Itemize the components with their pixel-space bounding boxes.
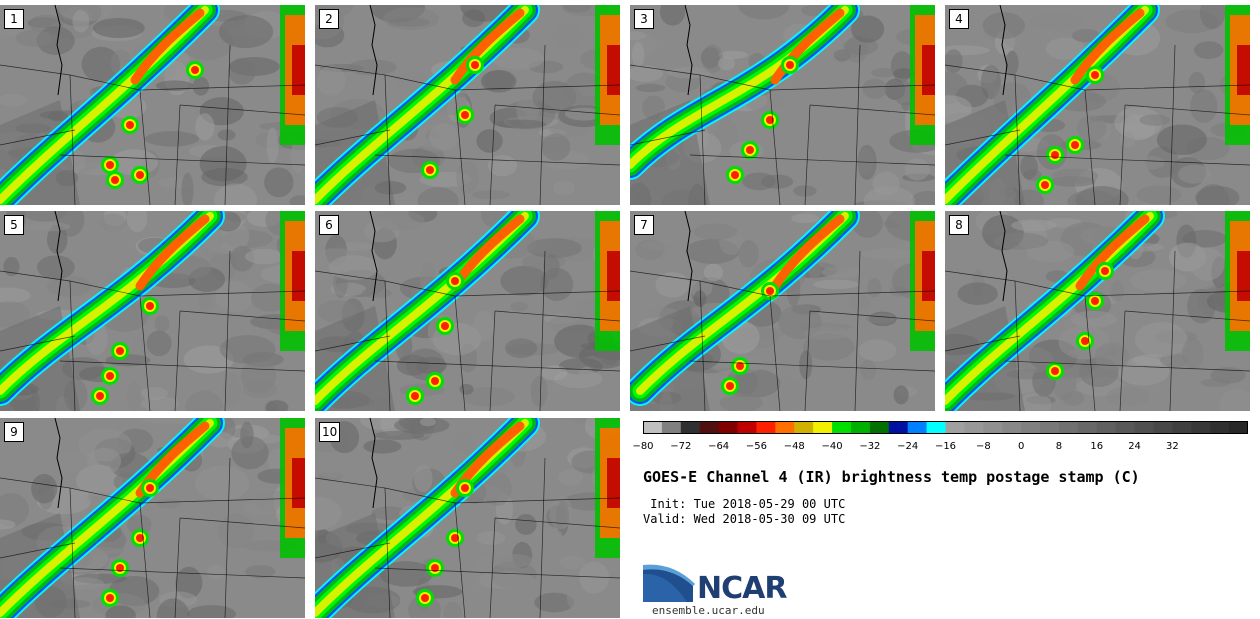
colorbar-segment [1040,421,1060,434]
member-number: 3 [634,9,654,29]
satellite-map [0,418,305,618]
member-number: 5 [4,215,24,235]
satellite-map [630,5,935,205]
colorbar-segment [1021,421,1041,434]
colorbar-segment [1077,421,1098,434]
satellite-map [630,211,935,411]
colorbar-tick-label: −8 [975,441,991,452]
colorbar-segment [699,421,720,434]
colorbar-segment [1134,421,1154,434]
colorbar-segment [907,421,928,434]
satellite-map [315,5,620,205]
logo-text: NCAR [697,571,787,606]
member-number: 1 [4,9,24,29]
member-panel-10[interactable]: 10 [315,418,620,618]
colorbar-tick-label: −32 [859,441,881,452]
colorbar-segment [964,421,984,434]
member-number: 6 [319,215,339,235]
colorbar-segment [1172,421,1192,434]
colorbar-tick-label: −40 [821,441,843,452]
colorbar-segment [718,421,739,434]
colorbar-tick-label: 24 [1128,441,1141,452]
colorbar-segment [888,421,909,434]
colorbar-tick-label: −80 [632,441,654,452]
colorbar-segment [794,421,814,434]
colorbar-segment [680,421,701,434]
member-panel-9[interactable]: 9 [0,418,305,618]
colorbar-segment [1002,421,1022,434]
colorbar-segment [926,421,946,434]
colorbar-segment [869,421,890,434]
member-number: 4 [949,9,969,29]
satellite-map [945,5,1250,205]
member-panel-6[interactable]: 6 [315,211,620,411]
colorbar-segment [737,421,757,434]
colorbar-segment [643,421,663,434]
member-panel-7[interactable]: 7 [630,211,935,411]
colorbar-segment [1153,421,1173,434]
colorbar-segment [756,421,776,434]
satellite-map [0,211,305,411]
member-number: 10 [319,422,341,442]
satellite-map [315,211,620,411]
colorbar-tick-label: 8 [1055,441,1063,452]
colorbar-tick-label: −24 [897,441,919,452]
satellite-map [0,5,305,205]
colorbar-tick-label: 16 [1090,441,1104,452]
site-url: ensemble.ucar.edu [652,604,765,617]
colorbar-tick-label: −64 [708,441,730,452]
member-number: 7 [634,215,654,235]
member-number: 8 [949,215,969,235]
colorbar-tick-label: −72 [670,441,692,452]
init-time: Init: Tue 2018-05-29 00 UTC [643,497,846,511]
member-panel-2[interactable]: 2 [315,5,620,205]
colorbar-tick-label: 32 [1166,441,1179,452]
colorbar-segment [775,421,795,434]
member-panel-5[interactable]: 5 [0,211,305,411]
valid-time: Valid: Wed 2018-05-30 09 UTC [643,512,846,526]
colorbar-segment [1229,421,1248,434]
colorbar-tick-label: 0 [1017,441,1025,452]
member-panel-3[interactable]: 3 [630,5,935,205]
satellite-map [945,211,1250,411]
colorbar-segment [945,421,965,434]
colorbar-segment [1058,421,1079,434]
colorbar-segment [832,421,852,434]
colorbar-segment [983,421,1003,434]
colorbar-tick-label: −56 [745,441,767,452]
plot-title: GOES-E Channel 4 (IR) brightness temp po… [643,468,1140,486]
member-panel-8[interactable]: 8 [945,211,1250,411]
colorbar [643,421,1248,434]
colorbar-tick-label: −48 [783,441,805,452]
colorbar-segment [661,421,682,434]
member-panel-4[interactable]: 4 [945,5,1250,205]
colorbar-tick-label: −16 [934,441,957,452]
colorbar-segment [1191,421,1211,434]
colorbar-segment [850,421,871,434]
colorbar-segment [813,421,833,434]
colorbar-segment [1210,421,1230,434]
ncar-logo-icon [643,564,695,602]
member-number: 2 [319,9,339,29]
member-panel-1[interactable]: 1 [0,5,305,205]
member-number: 9 [4,422,24,442]
colorbar-segment [1115,421,1136,434]
satellite-map [315,418,620,618]
colorbar-segment [1096,421,1117,434]
